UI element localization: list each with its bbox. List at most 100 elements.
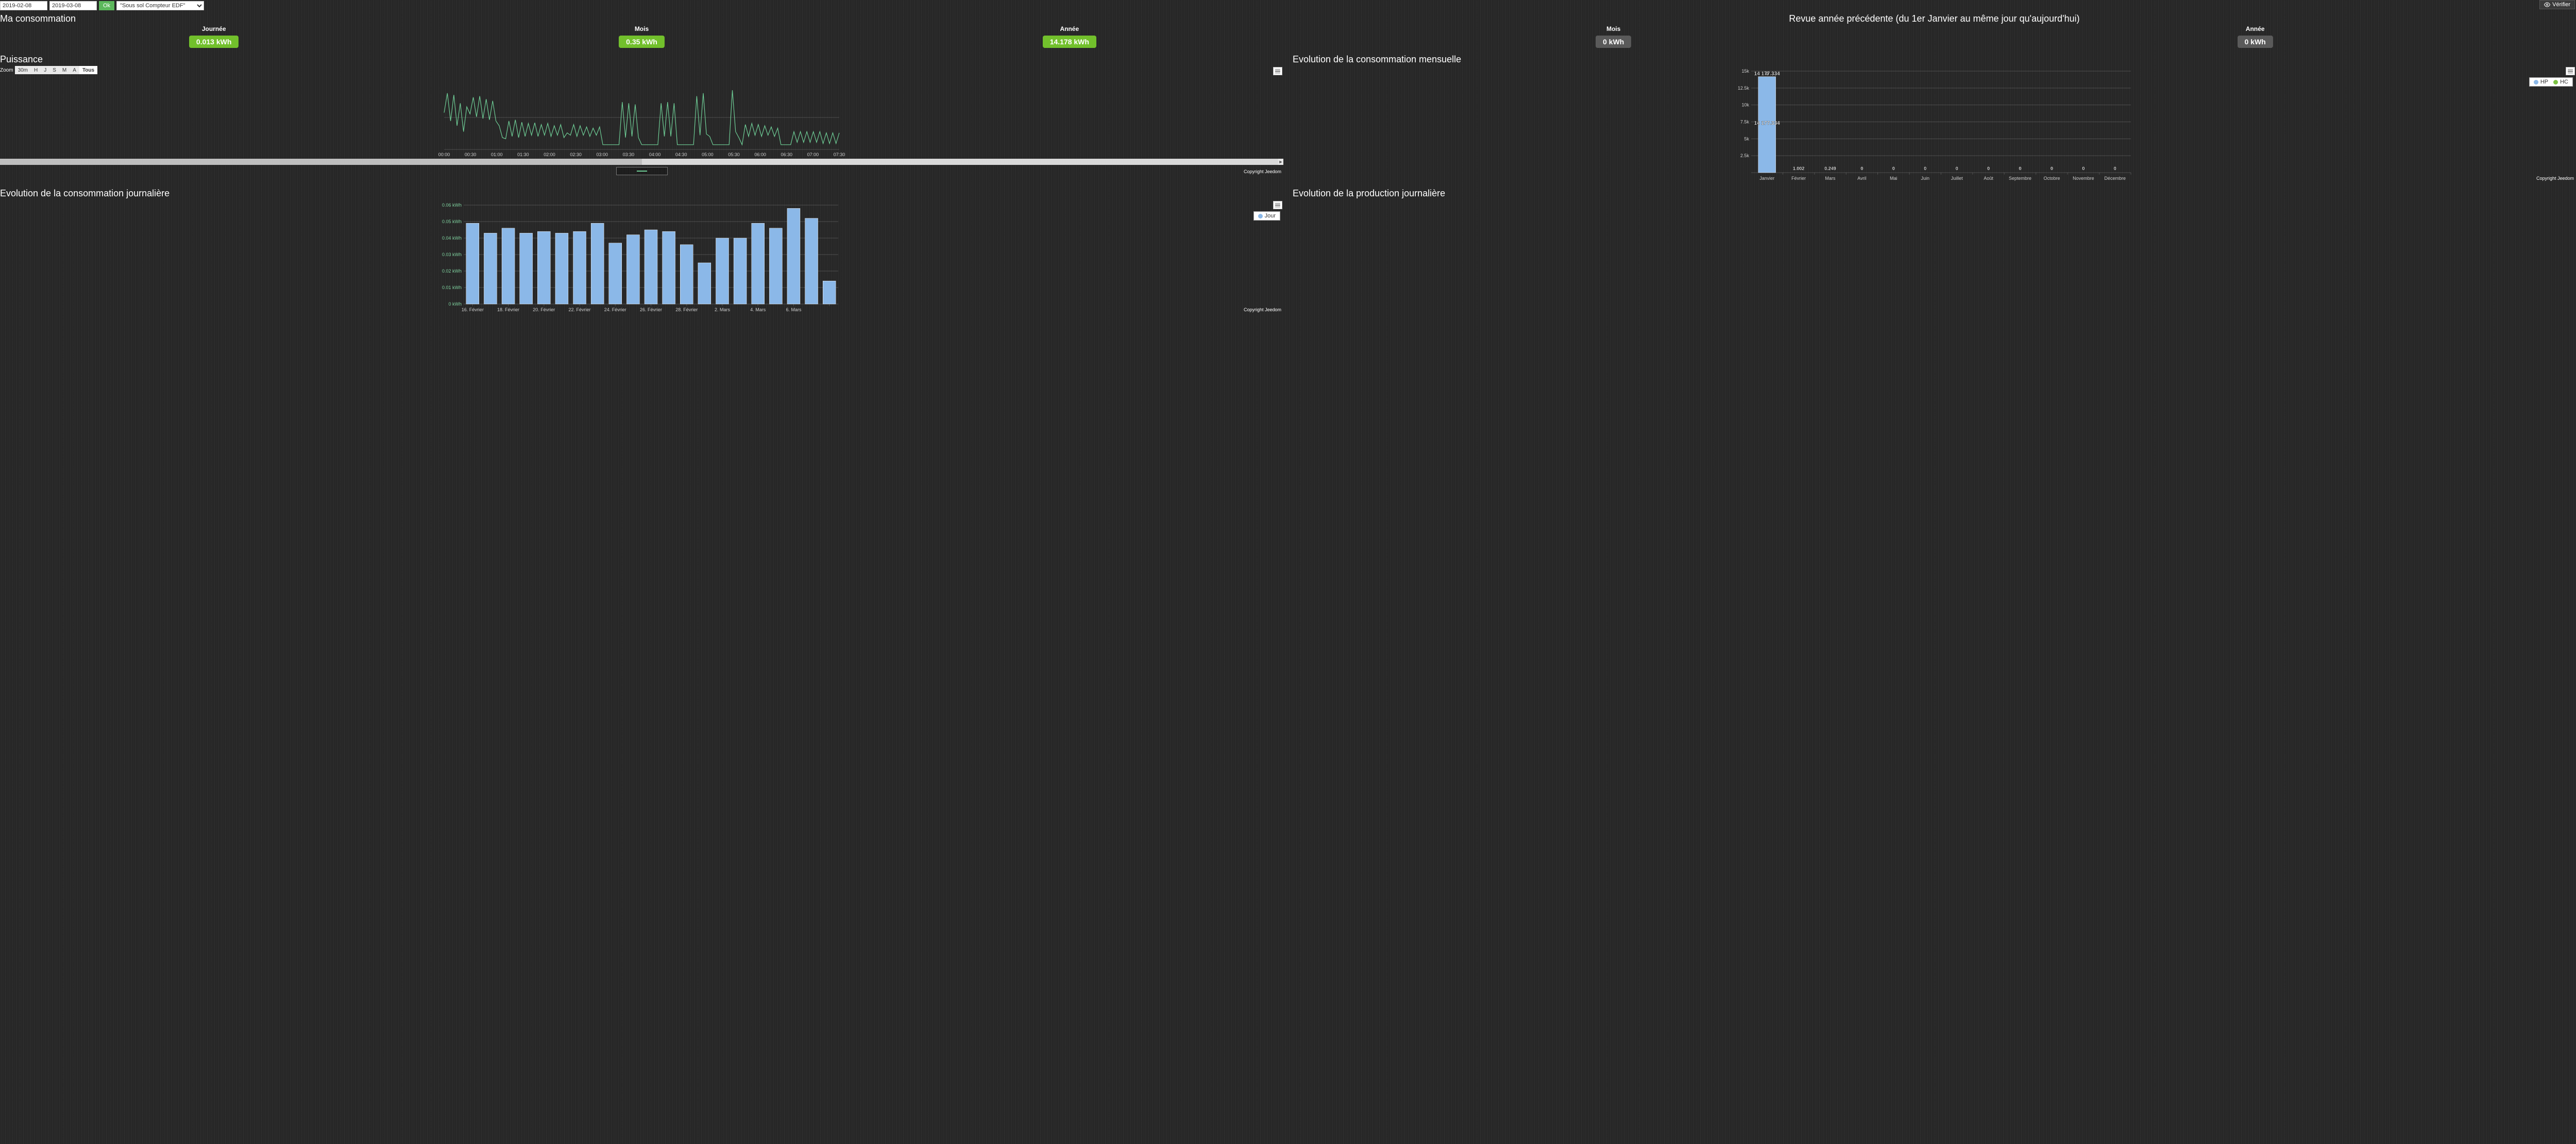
chart-navigator[interactable]: ◄ ►	[0, 159, 1283, 165]
svg-text:2. Mars: 2. Mars	[715, 307, 731, 312]
svg-text:10k: 10k	[1741, 103, 1749, 108]
power-title: Puissance	[0, 54, 1283, 65]
svg-text:Juillet: Juillet	[1951, 176, 1963, 181]
svg-text:7.5k: 7.5k	[1740, 120, 1750, 125]
svg-text:07:00: 07:00	[807, 152, 819, 157]
svg-text:Octobre: Octobre	[2043, 176, 2060, 181]
zoom-button-30m[interactable]: 30m	[15, 66, 31, 74]
power-chart[interactable]: 00:0000:3001:0001:3002:0002:3003:0003:30…	[0, 75, 1283, 158]
legend-item[interactable]: Jour	[1258, 213, 1276, 219]
zoom-button-m[interactable]: M	[59, 66, 70, 74]
svg-text:0: 0	[2082, 166, 2084, 171]
legend-item[interactable]: HC	[2553, 79, 2568, 85]
chart-menu-button[interactable]	[2566, 67, 2575, 75]
panel-power: Puissance Zoom 30mHJSMATous 00:00 00:30 01…	[0, 52, 1283, 186]
navigator-range-handle[interactable]	[0, 159, 642, 165]
svg-text:24. Février: 24. Février	[604, 307, 626, 312]
svg-text:00:30: 00:30	[465, 152, 477, 157]
svg-text:0 kWh: 0 kWh	[448, 301, 462, 307]
svg-text:0.04 kWh: 0.04 kWh	[442, 235, 462, 241]
svg-text:Septembre: Septembre	[2009, 176, 2031, 181]
chart-menu-button[interactable]	[1273, 67, 1282, 75]
svg-text:14 177.334: 14 177.334	[1754, 121, 1780, 126]
zoom-button-tous[interactable]: Tous	[79, 66, 97, 74]
zoom-button-s[interactable]: S	[49, 66, 59, 74]
svg-text:16. Février: 16. Février	[462, 307, 484, 312]
eye-icon	[2544, 2, 2550, 8]
svg-text:4. Mars: 4. Mars	[750, 307, 766, 312]
svg-text:Mars: Mars	[1825, 176, 1836, 181]
panel-consumption: Ma consommation Journée0.013 kWhMois0.35…	[0, 11, 1283, 52]
svg-text:0: 0	[1956, 166, 1958, 171]
svg-text:2.5k: 2.5k	[1740, 153, 1750, 158]
zoom-controls: Zoom 30mHJSMATous	[0, 66, 1283, 74]
monthly-chart[interactable]: 2.5k5k7.5k10k12.5k15k0Janvier1.002Févrie…	[1293, 66, 2576, 182]
kpi-label: Journée	[0, 25, 428, 32]
kpi-value-badge: 14.178 kWh	[1043, 36, 1096, 48]
svg-text:Février: Février	[1791, 176, 1806, 181]
verify-button[interactable]: Vérifier	[2539, 0, 2575, 9]
panel-production: Evolution de la production journalière	[1293, 186, 2576, 317]
svg-text:Août: Août	[1984, 176, 1993, 181]
svg-text:5k: 5k	[1744, 136, 1749, 141]
kpi-value-badge: 0 kWh	[2238, 36, 2273, 48]
svg-text:26. Février: 26. Février	[640, 307, 662, 312]
svg-text:0: 0	[1987, 166, 1990, 171]
zoom-button-h[interactable]: H	[31, 66, 41, 74]
zoom-button-j[interactable]: J	[41, 66, 49, 74]
copyright-text: Copyright Jeedom	[1244, 307, 1281, 312]
svg-text:Novembre: Novembre	[2073, 176, 2094, 181]
monthly-legend[interactable]: HP HC	[2529, 77, 2573, 87]
consumption-title: Ma consommation	[0, 13, 1283, 24]
kpi-label: Mois	[1293, 25, 1935, 32]
panel-monthly: Evolution de la consommation mensuelle H…	[1293, 52, 2576, 186]
kpi-label: Année	[856, 25, 1283, 32]
navigator-right-arrow[interactable]: ►	[1278, 159, 1283, 165]
ok-button[interactable]: Ok	[99, 1, 114, 10]
verify-label: Vérifier	[2552, 2, 2570, 8]
daily-legend[interactable]: Jour	[1253, 211, 1280, 221]
date-to-input[interactable]	[49, 1, 97, 10]
svg-text:18. Février: 18. Février	[497, 307, 519, 312]
svg-text:04:00: 04:00	[649, 152, 661, 157]
device-select[interactable]: "Sous sol Compteur EDF"	[116, 1, 204, 10]
svg-text:02:00: 02:00	[544, 152, 555, 157]
svg-text:0: 0	[2019, 166, 2022, 171]
svg-text:0: 0	[2050, 166, 2053, 171]
svg-text:03:00: 03:00	[597, 152, 608, 157]
svg-text:0.01 kWh: 0.01 kWh	[442, 285, 462, 290]
svg-text:0.03 kWh: 0.03 kWh	[442, 252, 462, 257]
svg-text:6. Mars: 6. Mars	[786, 307, 802, 312]
svg-text:0: 0	[2114, 166, 2116, 171]
kpi-item: Mois0.35 kWh	[428, 25, 855, 48]
svg-text:12.5k: 12.5k	[1738, 86, 1750, 91]
power-legend	[616, 167, 668, 175]
svg-text:22. Février: 22. Février	[569, 307, 591, 312]
svg-text:03:30: 03:30	[623, 152, 635, 157]
chart-menu-button[interactable]	[1273, 201, 1282, 209]
svg-text:00:00: 00:00	[438, 152, 450, 157]
legend-item[interactable]: HP	[2534, 79, 2548, 85]
svg-text:20. Février: 20. Février	[533, 307, 555, 312]
kpi-item: Année0 kWh	[1935, 25, 2576, 48]
kpi-item: Journée0.013 kWh	[0, 25, 428, 48]
daily-title: Evolution de la consommation journalière	[0, 188, 1283, 199]
svg-text:05:00: 05:00	[702, 152, 714, 157]
daily-chart[interactable]: 0 kWh0.01 kWh0.02 kWh0.03 kWh0.04 kWh0.0…	[0, 200, 1283, 313]
date-from-input[interactable]	[0, 1, 47, 10]
previous-year-title: Revue année précédente (du 1er Janvier a…	[1293, 13, 2576, 24]
svg-text:1.002: 1.002	[1793, 166, 1805, 171]
kpi-value-badge: 0 kWh	[1596, 36, 1631, 48]
svg-text:04:30: 04:30	[675, 152, 687, 157]
svg-text:28. Février: 28. Février	[675, 307, 698, 312]
zoom-button-a[interactable]: A	[70, 66, 79, 74]
zoom-label: Zoom	[0, 68, 13, 73]
svg-text:0.05 kWh: 0.05 kWh	[442, 219, 462, 224]
svg-text:Décembre: Décembre	[2105, 176, 2126, 181]
panel-daily: Evolution de la consommation journalière…	[0, 186, 1283, 317]
svg-text:0: 0	[1892, 166, 1895, 171]
svg-text:01:00: 01:00	[491, 152, 503, 157]
svg-text:Juin: Juin	[1921, 176, 1930, 181]
svg-text:14 177.334: 14 177.334	[1754, 71, 1780, 77]
kpi-item: Année 14.178 kWh	[856, 25, 1283, 48]
